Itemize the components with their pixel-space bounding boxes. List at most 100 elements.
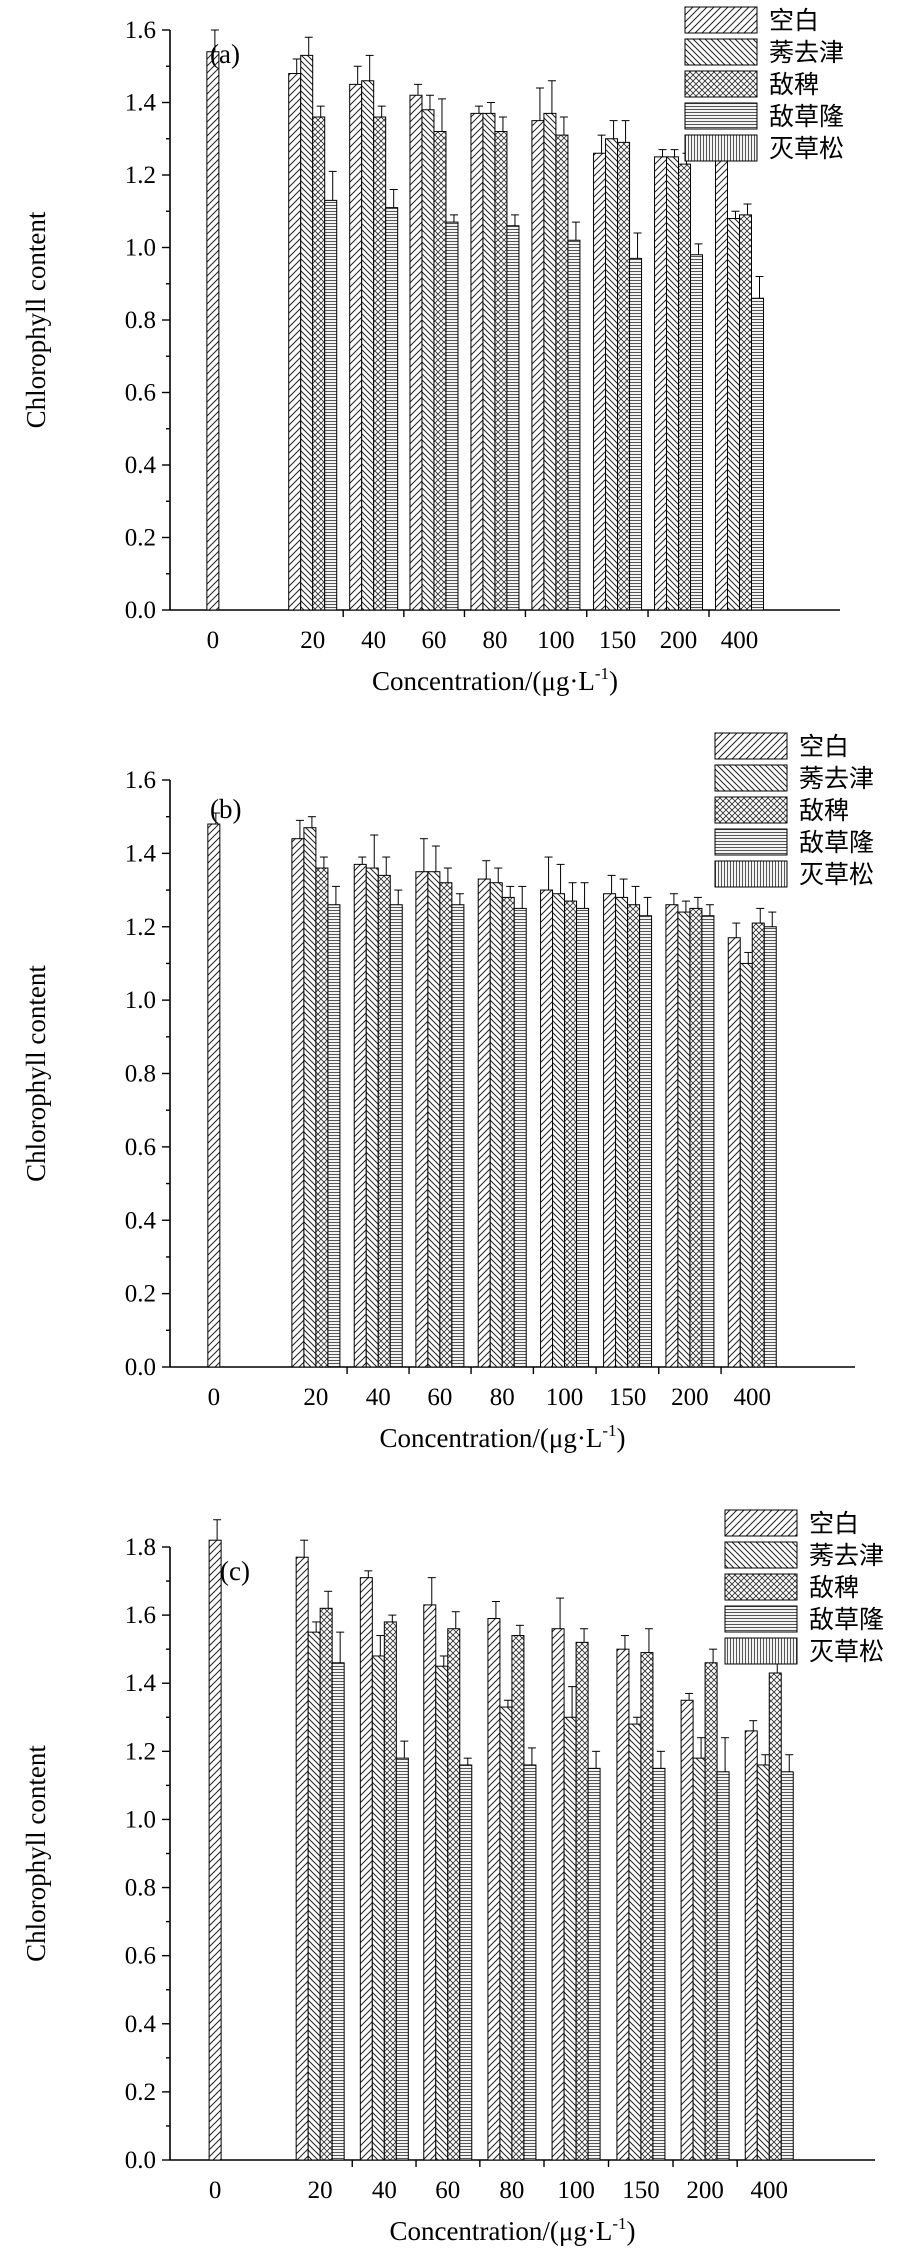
bar xyxy=(477,878,491,1368)
x-axis-title-close: ) xyxy=(627,2216,636,2246)
x-tick-label: 60 xyxy=(435,2177,460,2204)
x-tick-label: 60 xyxy=(421,627,446,654)
legend-swatch xyxy=(724,1573,798,1601)
bar xyxy=(701,915,715,1368)
x-tick-label: 400 xyxy=(734,1384,772,1411)
x-tick-label: 400 xyxy=(721,627,759,654)
x-axis-title-main: Concentration/(μg·L xyxy=(389,2216,612,2246)
x-tick-label: 150 xyxy=(599,627,637,654)
bar xyxy=(423,1604,437,2161)
legend-label: 空白 xyxy=(809,1509,859,1538)
legend-label: 空白 xyxy=(769,6,819,35)
bar xyxy=(395,1757,409,2161)
bar xyxy=(756,1764,770,2161)
panel-label: (a) xyxy=(210,39,240,69)
legend-label: 莠去津 xyxy=(799,764,874,793)
legend-swatch xyxy=(714,732,788,760)
legend-swatch xyxy=(684,70,758,98)
bar xyxy=(482,112,496,611)
bar xyxy=(665,904,679,1368)
y-tick-label: 1.2 xyxy=(125,914,156,941)
legend-label: 敌稗 xyxy=(769,70,819,99)
bar xyxy=(470,112,484,611)
x-tick-label: 0 xyxy=(209,2177,222,2204)
y-tick-label: 0.8 xyxy=(125,1061,156,1088)
bar xyxy=(295,1556,309,2161)
panel-label: (c) xyxy=(220,1556,250,1586)
y-tick-label: 0.6 xyxy=(125,380,156,407)
x-axis-title-superscript: -1 xyxy=(612,2214,626,2233)
legend-swatch xyxy=(714,764,788,792)
bar xyxy=(652,1767,666,2161)
bar xyxy=(361,80,375,611)
x-axis-title: Concentration/(μg·L-1) xyxy=(372,664,618,696)
y-tick-label: 1.2 xyxy=(125,1738,156,1765)
bar xyxy=(751,297,764,611)
bar xyxy=(639,915,653,1368)
bar xyxy=(513,907,527,1368)
bar xyxy=(506,225,520,611)
chart-panel-c: 0.0 0.2 0.4 0.6 0.8 1.0 1.2 1.4 1.6 1.8 0 20 40 60 80 1… xyxy=(21,1509,884,2246)
bar xyxy=(501,896,515,1368)
legend-swatch xyxy=(724,1605,798,1633)
x-tick-label: 200 xyxy=(671,1384,709,1411)
y-tick-label: 1.0 xyxy=(125,235,156,262)
bar xyxy=(617,141,631,611)
legend-label: 灭草松 xyxy=(799,860,874,889)
y-tick-label: 0.0 xyxy=(125,1354,156,1381)
bar xyxy=(207,823,221,1368)
y-tick-label: 1.6 xyxy=(125,17,156,44)
x-axis-title-close: ) xyxy=(609,666,618,696)
bar xyxy=(763,926,777,1368)
bar xyxy=(531,120,545,611)
bar xyxy=(494,131,508,611)
bar xyxy=(385,207,399,611)
bar xyxy=(324,199,338,611)
y-axis-title: Chlorophyll content xyxy=(21,211,51,428)
bar xyxy=(551,1628,565,2161)
bar xyxy=(640,1652,654,2161)
x-tick-label: 40 xyxy=(366,1384,391,1411)
x-tick-label: 60 xyxy=(427,1384,452,1411)
legend-swatch xyxy=(724,1509,798,1537)
bar xyxy=(690,254,704,611)
y-tick-label: 0.2 xyxy=(125,1281,156,1308)
bar xyxy=(489,882,503,1368)
legend-label: 莠去津 xyxy=(769,38,844,67)
legend-label: 敌草隆 xyxy=(769,102,844,131)
bar xyxy=(435,1665,449,2161)
x-axis-title-main: Concentration/(μg·L xyxy=(379,1423,602,1453)
bar xyxy=(349,83,363,611)
bar xyxy=(373,116,387,611)
legend-swatch xyxy=(684,134,758,162)
x-tick-label: 0 xyxy=(207,627,220,654)
y-axis-title: Chlorophyll content xyxy=(21,1745,51,1962)
y-tick-label: 0.4 xyxy=(125,452,157,479)
chart-panel-b: 0.0 0.2 0.4 0.6 0.8 1.0 1.2 1.4 1.6 0 20 40 60 80 100 1… xyxy=(21,732,874,1453)
legend-label: 敌稗 xyxy=(799,796,849,825)
bar xyxy=(575,1641,589,2161)
bar xyxy=(678,163,692,611)
x-tick-label: 400 xyxy=(751,2177,789,2204)
y-tick-label: 1.0 xyxy=(125,1806,156,1833)
x-axis-title-superscript: -1 xyxy=(595,664,609,683)
bar xyxy=(415,871,429,1368)
bar xyxy=(300,54,314,611)
x-tick-label: 100 xyxy=(546,1384,584,1411)
bar xyxy=(666,156,680,611)
bar xyxy=(383,1621,397,2161)
legend-swatch xyxy=(714,796,788,824)
bar xyxy=(421,109,435,611)
bar xyxy=(627,904,641,1368)
x-axis-title: Concentration/(μg·L-1) xyxy=(389,2214,635,2246)
legend-swatch xyxy=(684,102,758,130)
bar xyxy=(327,904,341,1368)
bar xyxy=(567,239,581,611)
bar xyxy=(555,134,569,611)
bar xyxy=(727,937,741,1368)
bar xyxy=(605,138,619,611)
